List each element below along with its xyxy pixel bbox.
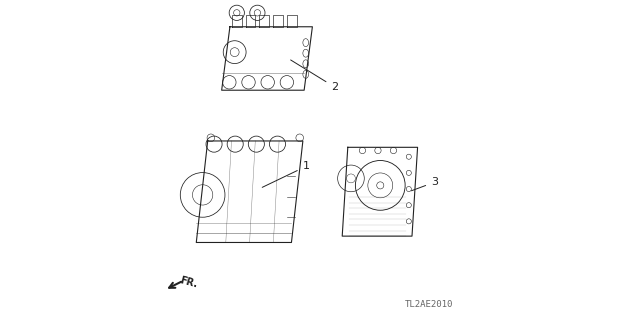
Text: FR.: FR. <box>179 275 199 289</box>
Text: 1: 1 <box>262 161 310 187</box>
Text: TL2AE2010: TL2AE2010 <box>405 300 453 309</box>
Text: 2: 2 <box>291 60 338 92</box>
Text: 3: 3 <box>412 177 438 191</box>
